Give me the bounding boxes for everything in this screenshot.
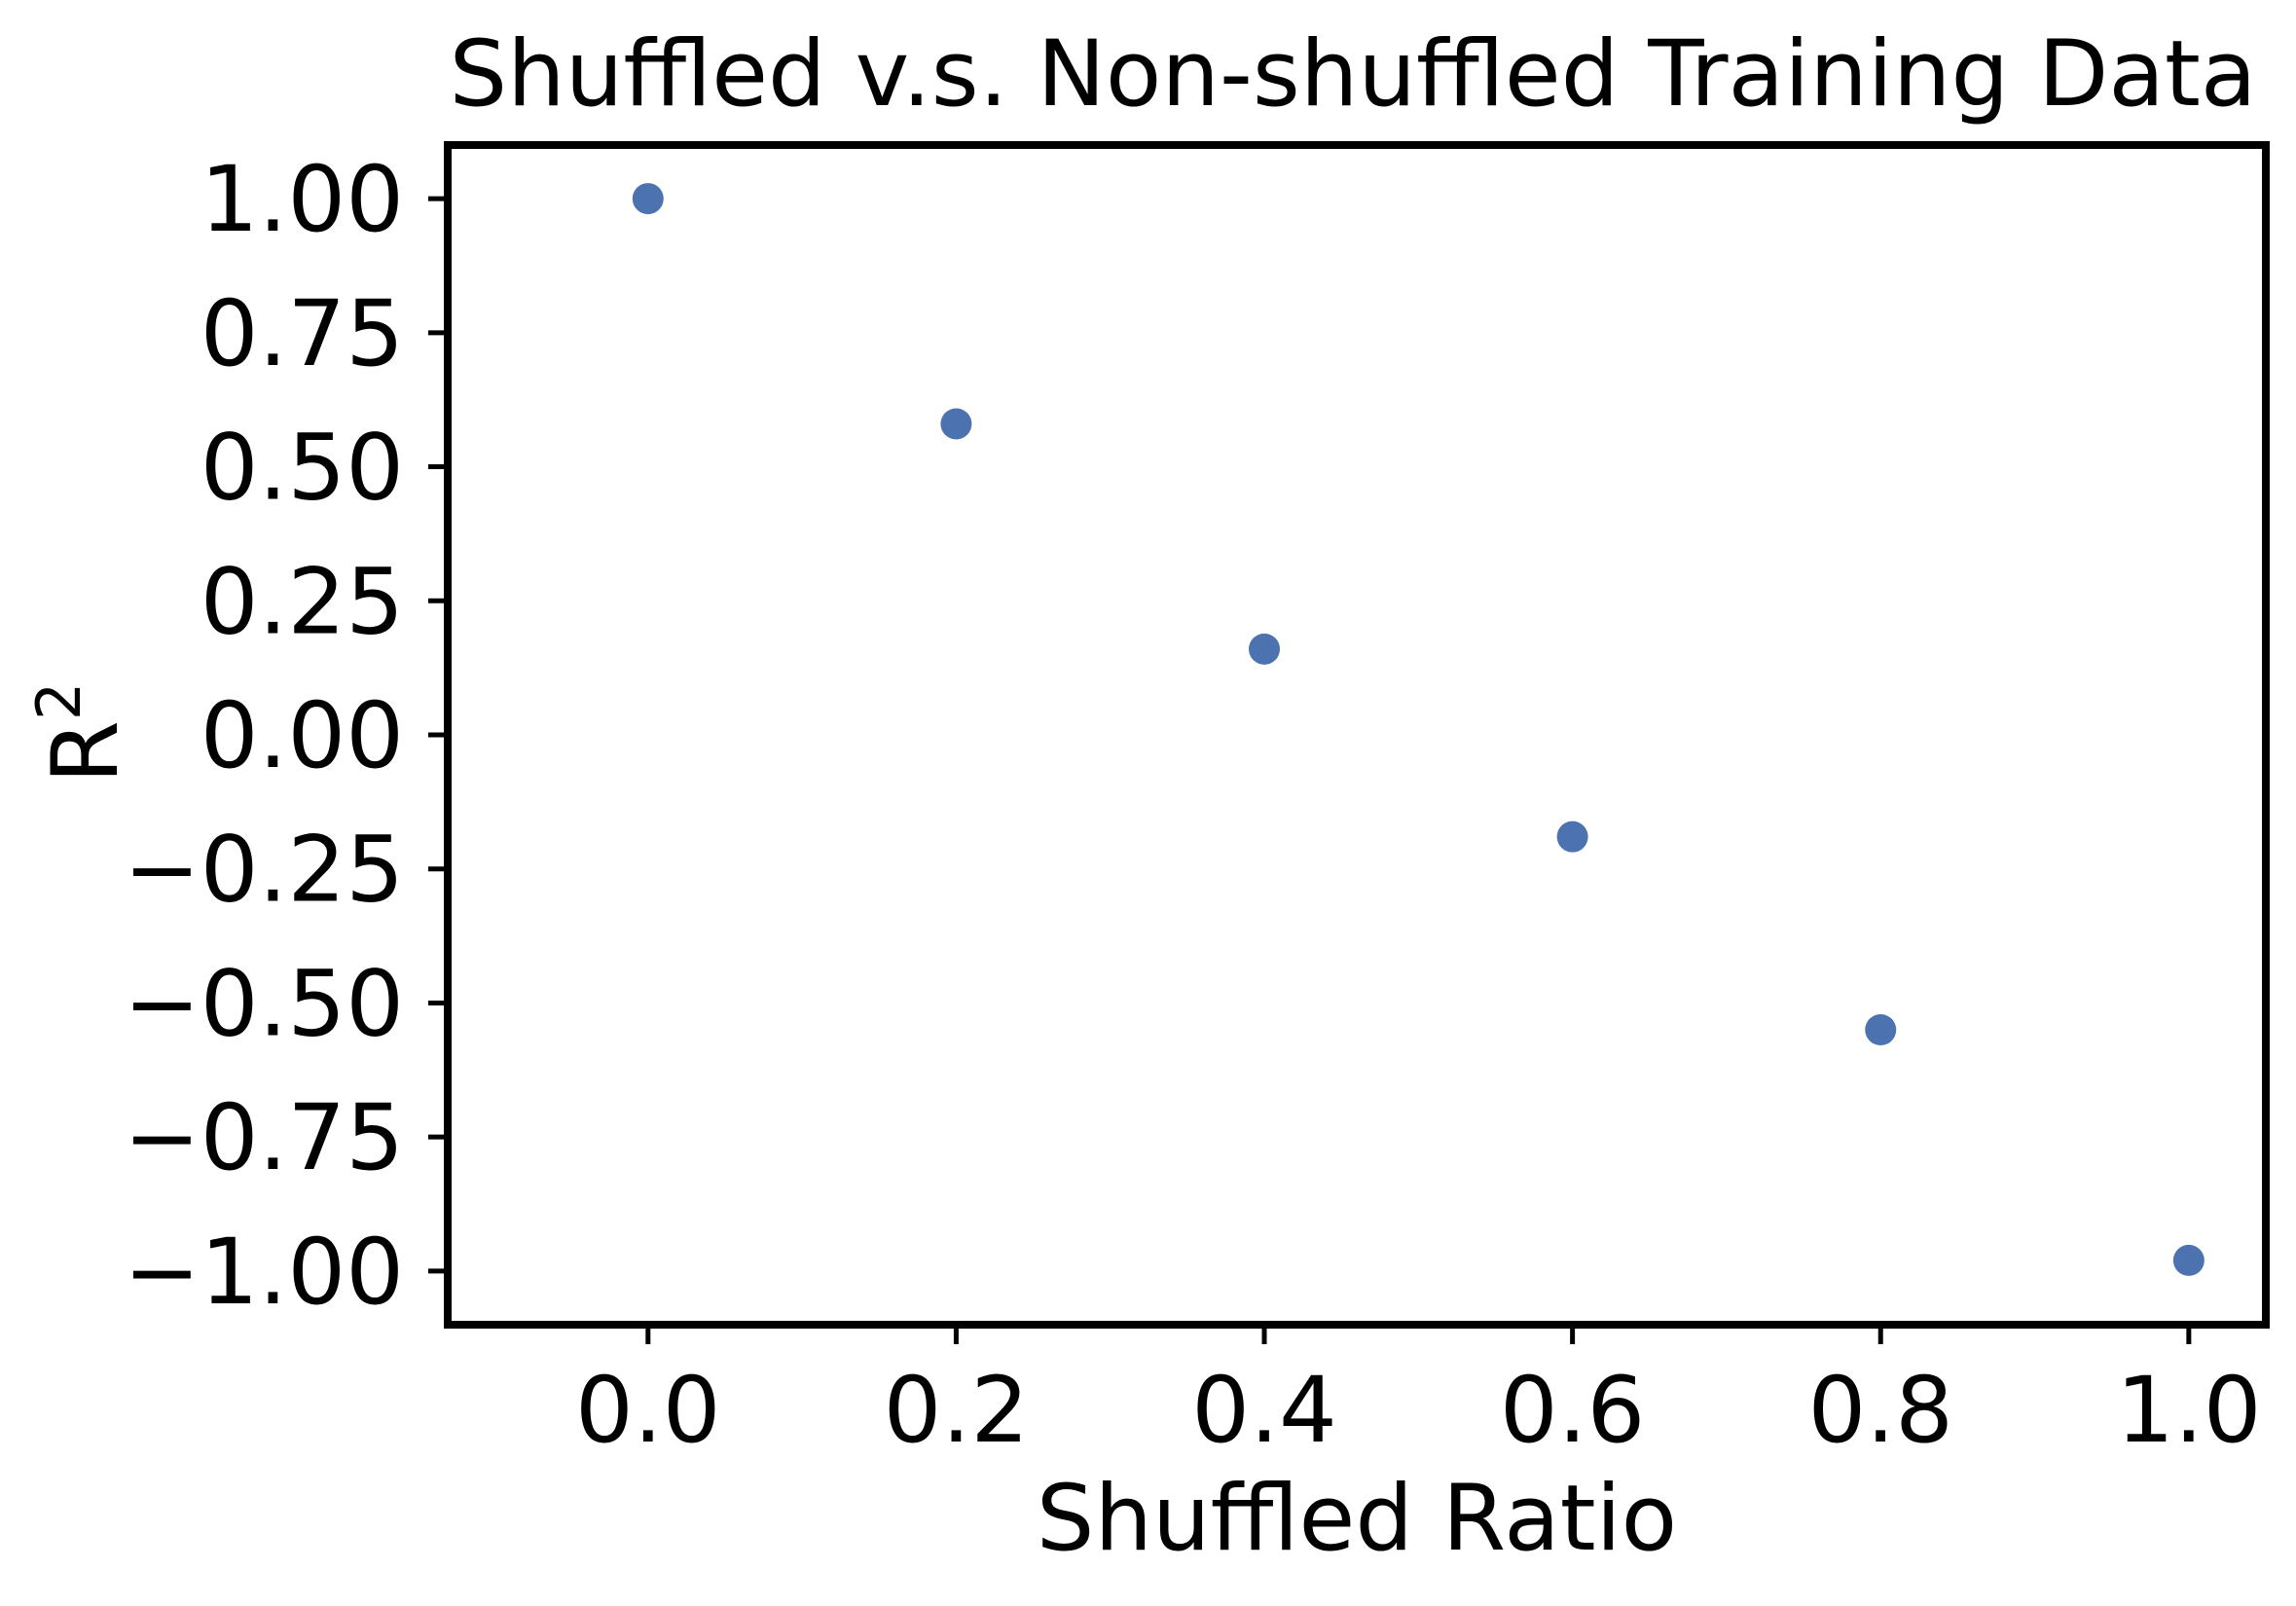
y-tick-label: −0.75	[124, 1085, 404, 1191]
y-tick-label: 0.25	[200, 549, 404, 655]
y-axis-label: R2	[23, 682, 139, 785]
y-axis-ticks: 1.00 0.75 0.50 0.25 0.00 −0.25 −0.50 −0.75 −1.00	[124, 147, 448, 1326]
y-tick-label: 0.50	[200, 416, 404, 522]
data-point	[632, 183, 664, 215]
x-tick-label: 1.0	[2116, 1358, 2262, 1464]
data-point	[1556, 821, 1588, 853]
y-tick-label: 1.00	[200, 147, 404, 253]
y-tick-label: 0.00	[200, 683, 404, 789]
data-point	[1865, 1014, 1897, 1045]
data-point	[940, 408, 972, 440]
data-point	[1249, 633, 1281, 665]
y-tick-label: −0.25	[124, 818, 404, 924]
y-tick-label: −1.00	[124, 1220, 404, 1326]
chart-title: Shuffled v.s. Non-shuffled Training Data	[450, 21, 2257, 128]
x-tick-label: 0.2	[884, 1358, 1030, 1464]
x-axis-label: Shuffled Ratio	[1037, 1466, 1677, 1572]
x-axis-ticks: 0.0 0.2 0.4 0.6 0.8 1.0	[575, 1325, 2262, 1464]
data-point	[2172, 1244, 2205, 1276]
y-tick-label: 0.75	[200, 281, 404, 387]
x-tick-label: 0.0	[575, 1358, 721, 1464]
y-tick-label: −0.50	[124, 951, 404, 1057]
y-axis-label-base: R	[33, 720, 139, 784]
x-tick-label: 0.8	[1807, 1358, 1953, 1464]
x-tick-label: 0.6	[1500, 1358, 1646, 1464]
y-axis-label-superscript: 2	[23, 682, 94, 720]
plot-frame	[444, 141, 2270, 1329]
data-points	[632, 183, 2205, 1276]
x-tick-label: 0.4	[1191, 1358, 1337, 1464]
